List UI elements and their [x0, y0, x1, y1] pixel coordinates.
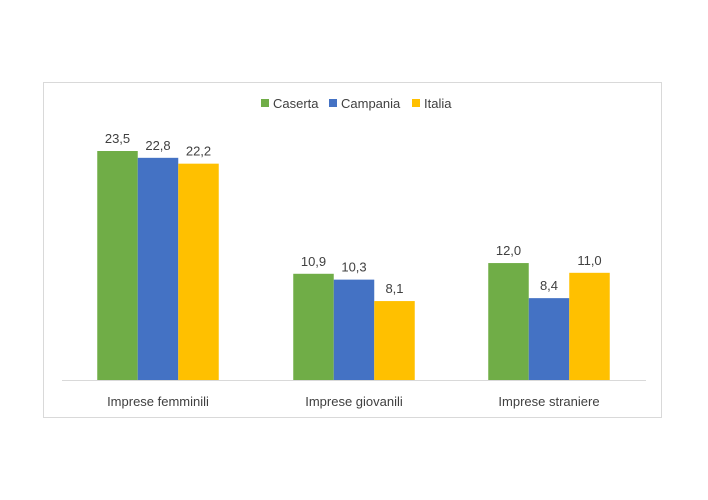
category-label-1: Imprese femminili: [107, 394, 209, 409]
data-label-italia-2: 8,1: [385, 281, 403, 296]
data-label-caserta-2: 10,9: [301, 254, 326, 269]
data-label-campania-3: 8,4: [540, 278, 558, 293]
legend-swatch-campania: [329, 99, 337, 107]
category-label-2: Imprese giovanili: [305, 394, 403, 409]
legend-swatch-italia: [412, 99, 420, 107]
bar-caserta-1: [97, 151, 138, 380]
bar-campania-3: [528, 298, 570, 380]
legend-label-italia: Italia: [424, 96, 452, 111]
bar-italia-2: [374, 301, 415, 380]
category-label-3: Imprese straniere: [498, 394, 599, 409]
data-label-italia-1: 22,2: [186, 144, 211, 159]
bar-italia-3: [569, 272, 610, 380]
bar-italia-1: [178, 163, 219, 380]
data-label-caserta-3: 12,0: [496, 243, 521, 258]
data-label-caserta-1: 23,5: [105, 131, 130, 146]
bar-campania-1: [137, 157, 179, 380]
data-label-campania-1: 22,8: [145, 138, 170, 153]
data-label-campania-2: 10,3: [341, 260, 366, 275]
data-label-italia-3: 11,0: [577, 253, 601, 268]
legend-label-caserta: Caserta: [273, 96, 319, 111]
bar-caserta-2: [293, 273, 334, 380]
legend-label-campania: Campania: [341, 96, 401, 111]
bar-caserta-3: [488, 263, 529, 380]
legend-swatch-caserta: [261, 99, 269, 107]
bar-campania-2: [333, 279, 375, 380]
